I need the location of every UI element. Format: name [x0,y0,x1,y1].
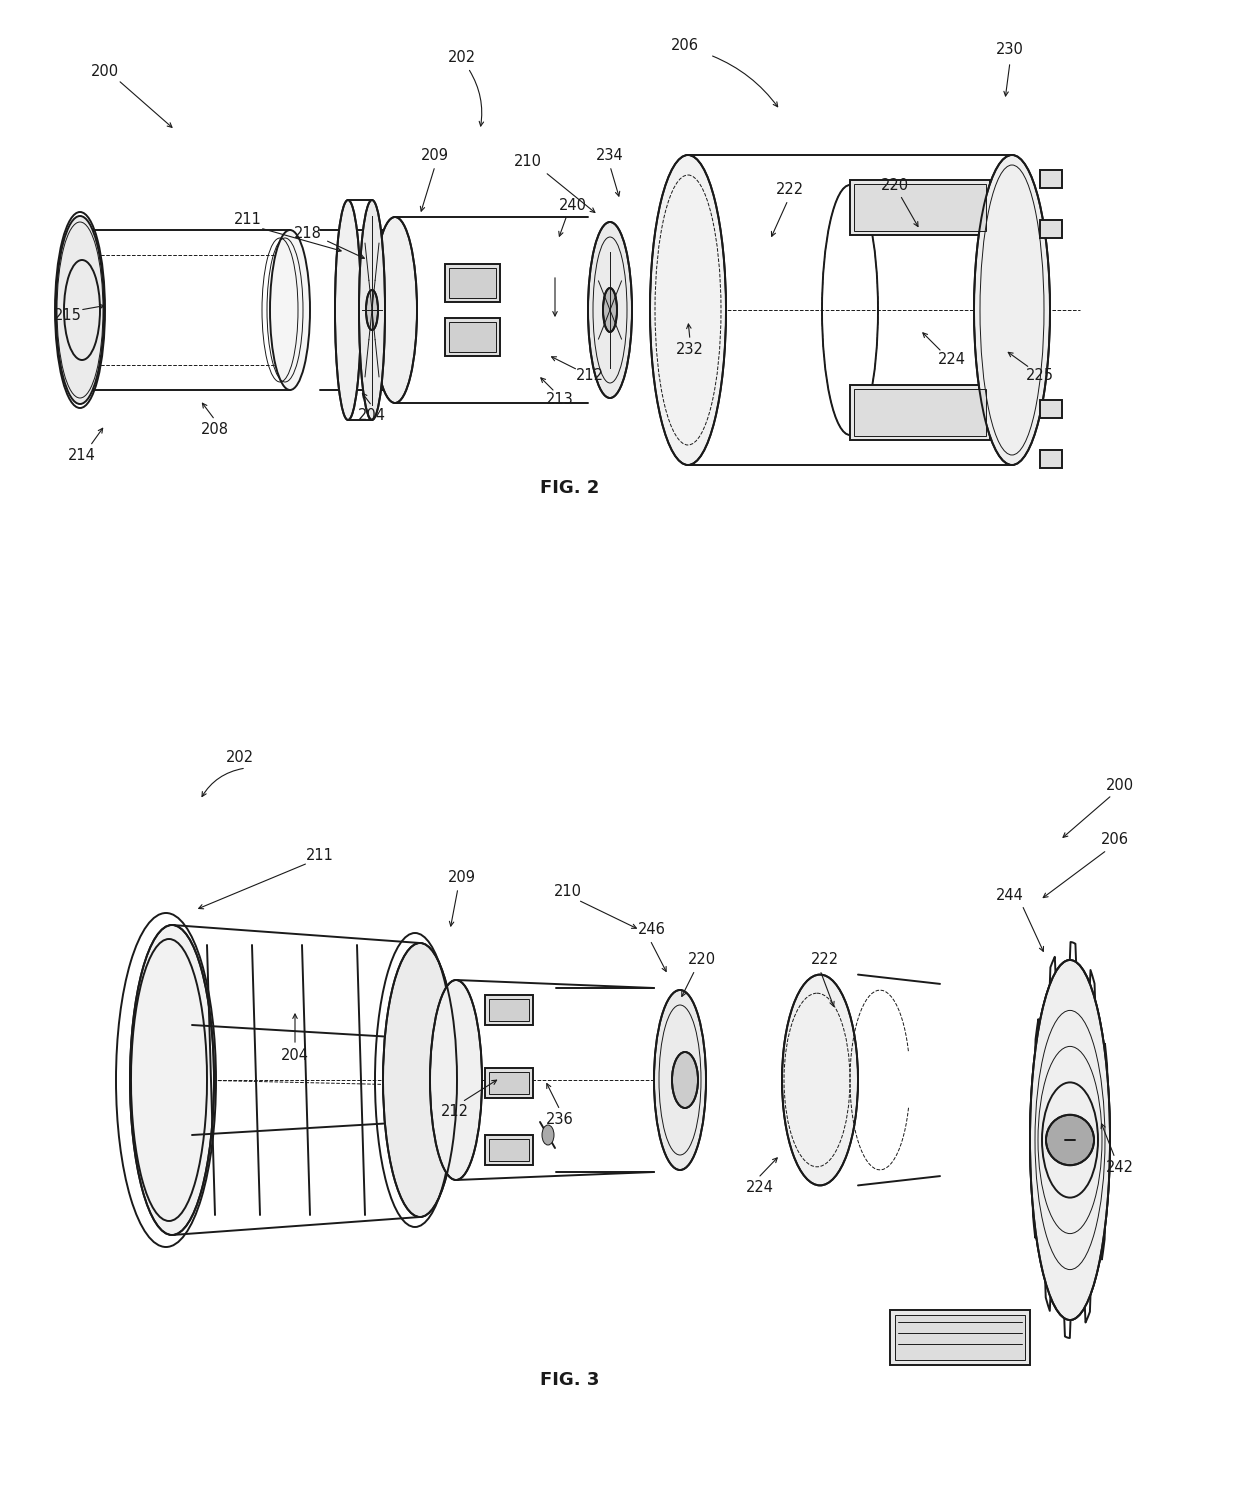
Bar [1040,170,1061,188]
Text: 212: 212 [441,1104,469,1119]
Text: 208: 208 [201,423,229,438]
Ellipse shape [653,990,706,1170]
Text: 202: 202 [226,750,254,765]
Text: 220: 220 [880,177,909,192]
Text: 200: 200 [91,64,119,80]
Bar [854,388,986,436]
Text: FIG. 3: FIG. 3 [541,1371,600,1389]
Ellipse shape [588,222,632,398]
Bar [445,318,500,356]
Text: 211: 211 [306,847,334,862]
Text: 234: 234 [596,147,624,162]
Bar [485,994,533,1024]
Text: 215: 215 [55,308,82,322]
Ellipse shape [672,1052,698,1108]
Ellipse shape [270,230,310,390]
Bar [1040,450,1061,468]
Text: 224: 224 [937,352,966,368]
Text: 220: 220 [688,952,715,968]
Ellipse shape [650,154,725,465]
Bar [445,264,500,302]
Ellipse shape [335,200,361,420]
Text: 204: 204 [281,1047,309,1062]
Text: 222: 222 [811,952,839,968]
Ellipse shape [430,980,482,1180]
Bar [854,184,986,231]
Ellipse shape [782,975,858,1185]
Bar [489,1072,529,1094]
Text: 246: 246 [639,922,666,938]
Ellipse shape [603,288,618,332]
Ellipse shape [130,926,215,1234]
Bar [1040,400,1061,418]
Bar [849,180,990,236]
Text: 200: 200 [1106,777,1135,792]
Text: 225: 225 [1025,368,1054,382]
Ellipse shape [1047,1114,1094,1166]
Bar [895,1316,1025,1360]
Bar [485,1068,533,1098]
Text: 206: 206 [1101,833,1128,848]
Text: 222: 222 [776,183,804,198]
Text: 210: 210 [554,885,582,900]
Text: 204: 204 [358,408,386,423]
Bar [849,386,990,439]
Bar [449,268,496,298]
Ellipse shape [383,944,458,1216]
Bar [449,322,496,352]
Text: 211: 211 [234,213,262,228]
Ellipse shape [973,154,1050,465]
Ellipse shape [360,200,384,420]
Bar [489,999,529,1022]
Text: 206: 206 [671,38,699,52]
Ellipse shape [366,290,378,330]
Bar [489,1138,529,1161]
Ellipse shape [56,216,104,404]
Ellipse shape [373,217,417,404]
Ellipse shape [1030,960,1110,1320]
Text: 232: 232 [676,342,704,357]
Text: 209: 209 [448,870,476,885]
Text: 212: 212 [577,368,604,382]
Bar [890,1310,1030,1365]
Ellipse shape [542,1125,554,1144]
Bar [1040,220,1061,238]
Text: 230: 230 [996,42,1024,57]
Text: 236: 236 [546,1113,574,1128]
Text: 244: 244 [996,888,1024,903]
Text: 242: 242 [1106,1161,1135,1176]
Text: 213: 213 [546,393,574,408]
Text: 214: 214 [68,447,95,462]
Text: 202: 202 [448,51,476,66]
Text: 209: 209 [422,147,449,162]
Text: 210: 210 [515,154,542,170]
Text: 224: 224 [746,1180,774,1196]
Text: 218: 218 [294,225,322,240]
Bar [485,1136,533,1166]
Text: 240: 240 [559,198,587,213]
Text: FIG. 2: FIG. 2 [541,478,600,496]
